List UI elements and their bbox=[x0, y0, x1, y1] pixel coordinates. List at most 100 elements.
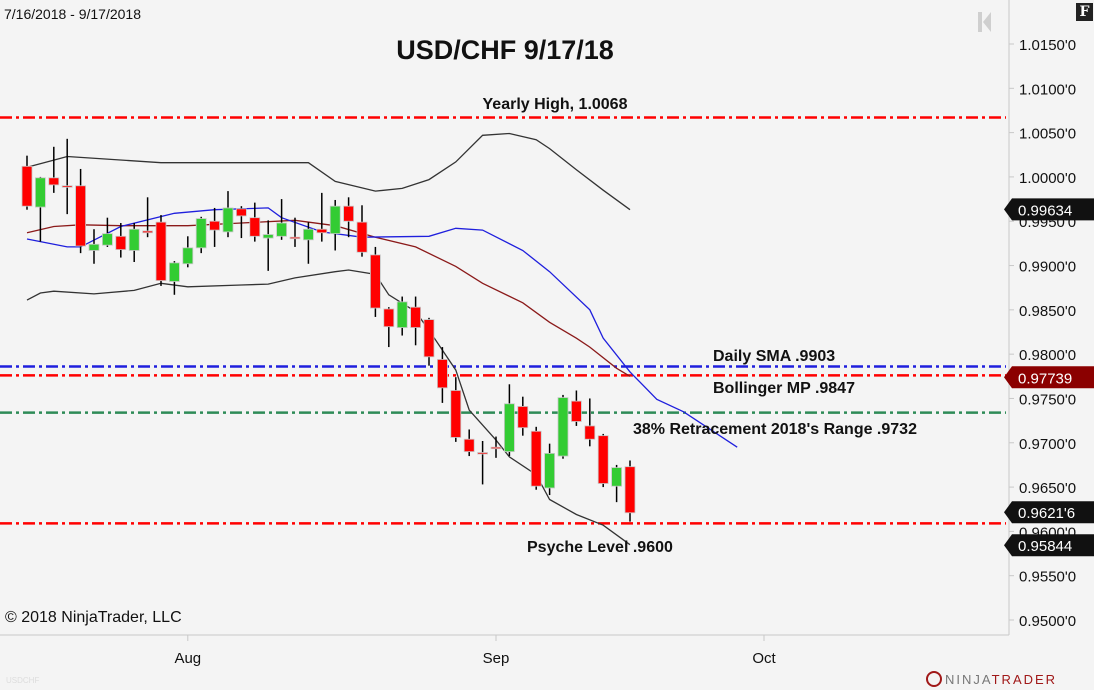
candle-body bbox=[557, 397, 569, 457]
chart-title: USD/CHF 9/17/18 bbox=[396, 35, 614, 65]
candle[interactable] bbox=[88, 229, 100, 264]
price-marker-tag bbox=[1004, 501, 1094, 524]
candle[interactable] bbox=[329, 199, 341, 251]
candle[interactable] bbox=[463, 429, 475, 457]
candle[interactable] bbox=[624, 460, 636, 522]
y-tick-label: 1.0050'0 bbox=[1019, 126, 1076, 143]
candle[interactable] bbox=[343, 197, 355, 238]
candle[interactable] bbox=[61, 138, 73, 215]
candle-body bbox=[88, 243, 100, 251]
candle[interactable] bbox=[530, 426, 542, 490]
candle-body bbox=[168, 262, 180, 282]
candle-body bbox=[584, 425, 596, 440]
candle[interactable] bbox=[115, 223, 127, 258]
candle[interactable] bbox=[503, 384, 515, 457]
y-tick-label: 0.9750'0 bbox=[1019, 391, 1076, 408]
candle[interactable] bbox=[597, 433, 609, 488]
candle-body bbox=[302, 228, 314, 241]
candle[interactable] bbox=[369, 246, 381, 317]
candle-body bbox=[182, 247, 194, 265]
copyright-label: © 2018 NinjaTrader, LLC bbox=[5, 609, 182, 626]
price-marker-label: 0.99634 bbox=[1018, 202, 1072, 219]
candle[interactable] bbox=[195, 216, 207, 254]
level-annotation: Yearly High, 1.0068 bbox=[483, 96, 628, 113]
candle-body bbox=[235, 208, 247, 217]
candle-body bbox=[61, 185, 73, 188]
candle-body bbox=[155, 221, 167, 282]
y-tick-label: 0.9550'0 bbox=[1019, 569, 1076, 586]
candle[interactable] bbox=[436, 347, 448, 403]
candle[interactable] bbox=[410, 296, 422, 346]
candle[interactable] bbox=[517, 396, 529, 436]
x-tick-label: Sep bbox=[483, 650, 510, 667]
y-tick-label: 1.0000'0 bbox=[1019, 170, 1076, 187]
candle-body bbox=[369, 254, 381, 309]
candle-body bbox=[195, 218, 207, 249]
candle[interactable] bbox=[142, 197, 154, 238]
candle[interactable] bbox=[276, 199, 288, 240]
candle[interactable] bbox=[21, 155, 33, 210]
scroll-to-start-icon[interactable] bbox=[978, 12, 991, 32]
candle[interactable] bbox=[477, 440, 489, 485]
candle[interactable] bbox=[209, 207, 221, 247]
candle-body bbox=[316, 228, 328, 234]
candle-body bbox=[423, 319, 435, 358]
candle[interactable] bbox=[584, 398, 596, 447]
candle-body bbox=[611, 467, 622, 487]
candle[interactable] bbox=[222, 191, 234, 238]
candle-body bbox=[383, 308, 395, 328]
candle-body bbox=[276, 222, 288, 237]
f-button[interactable]: F bbox=[1076, 3, 1093, 21]
candle[interactable] bbox=[35, 176, 46, 242]
candle-body bbox=[396, 301, 408, 328]
candle[interactable] bbox=[383, 307, 395, 348]
candle-body bbox=[209, 220, 221, 231]
candle[interactable] bbox=[262, 220, 274, 271]
candle-body bbox=[75, 185, 86, 247]
bollinger-middle-line bbox=[26, 219, 631, 377]
y-tick-label: 1.0150'0 bbox=[1019, 37, 1076, 54]
candle[interactable] bbox=[611, 464, 622, 503]
candle-body bbox=[115, 235, 127, 250]
candle-body bbox=[490, 446, 502, 450]
candle[interactable] bbox=[289, 217, 301, 247]
candle[interactable] bbox=[450, 377, 462, 442]
candle[interactable] bbox=[155, 215, 167, 286]
candle[interactable] bbox=[423, 317, 435, 366]
candle-body bbox=[544, 453, 555, 489]
candle[interactable] bbox=[396, 296, 408, 336]
candle[interactable] bbox=[490, 436, 502, 458]
candle[interactable] bbox=[316, 192, 328, 242]
candle[interactable] bbox=[168, 261, 180, 295]
level-annotation: Bollinger MP .9847 bbox=[713, 380, 855, 397]
logo-mark-icon bbox=[926, 671, 942, 687]
candle[interactable] bbox=[249, 202, 261, 242]
candle[interactable] bbox=[75, 168, 86, 254]
candle[interactable] bbox=[235, 206, 247, 239]
price-marker-label: 0.9621'6 bbox=[1018, 505, 1075, 522]
candle[interactable] bbox=[557, 394, 569, 459]
x-tick-label: Aug bbox=[174, 650, 201, 667]
level-annotation: Psyche Level .9600 bbox=[527, 539, 673, 556]
candle-body bbox=[222, 207, 234, 233]
candle-body bbox=[410, 306, 422, 328]
candle[interactable] bbox=[102, 217, 113, 247]
level-annotation: Daily SMA .9903 bbox=[713, 348, 835, 365]
candle-body bbox=[517, 406, 529, 429]
candle-body bbox=[262, 234, 274, 239]
candle[interactable] bbox=[128, 223, 140, 262]
candle[interactable] bbox=[302, 222, 314, 264]
candle-body bbox=[249, 217, 261, 237]
candle-body bbox=[436, 359, 448, 389]
candle-body bbox=[329, 205, 341, 235]
candle[interactable] bbox=[544, 443, 555, 496]
y-tick-label: 1.0100'0 bbox=[1019, 81, 1076, 98]
candle-body bbox=[21, 165, 33, 207]
candle[interactable] bbox=[48, 146, 60, 193]
candle[interactable] bbox=[356, 205, 368, 257]
candle[interactable] bbox=[182, 236, 194, 268]
candle-body bbox=[356, 221, 368, 253]
candle[interactable] bbox=[571, 390, 582, 426]
instrument-watermark: USDCHF bbox=[6, 676, 40, 685]
